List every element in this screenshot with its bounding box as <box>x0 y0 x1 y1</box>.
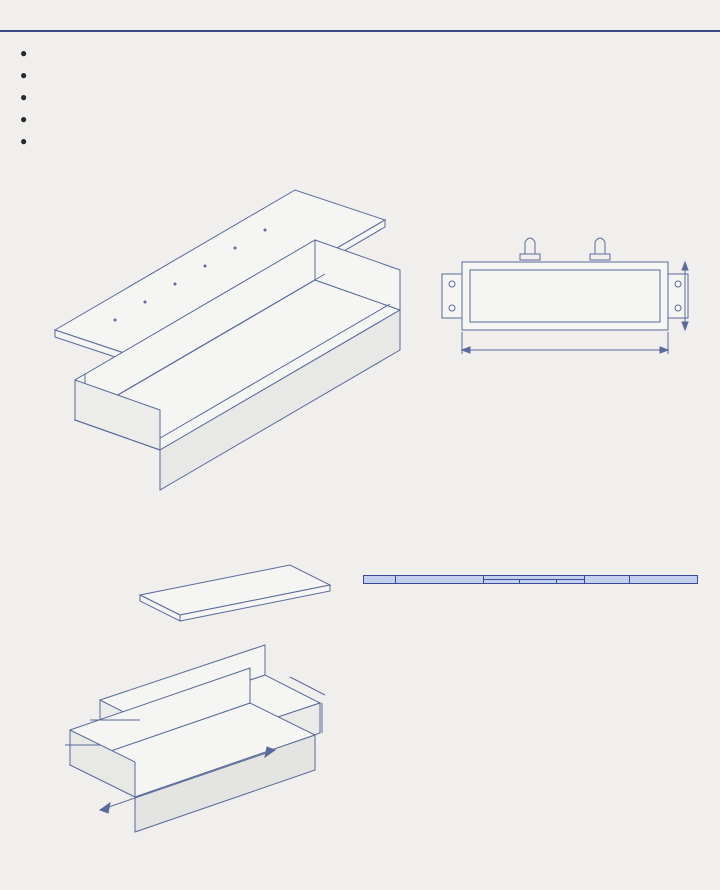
bottom-diagrams <box>0 555 720 875</box>
th-seq <box>364 576 396 584</box>
bullet-item: ● <box>20 42 702 64</box>
th-a <box>483 580 520 584</box>
th-area <box>584 576 629 584</box>
isometric-tray-diagram <box>30 172 410 492</box>
top-diagrams <box>0 162 720 512</box>
spec-table <box>363 575 698 584</box>
page-header <box>0 0 720 32</box>
th-b <box>520 580 557 584</box>
bullet-item: ● <box>20 86 702 108</box>
bullet-item: ● <box>20 108 702 130</box>
bullet-item: ● <box>20 64 702 86</box>
bullet-item: ● <box>20 130 702 152</box>
th-model <box>396 576 484 584</box>
cross-section-diagram <box>430 232 695 402</box>
spec-table-wrap <box>363 575 698 584</box>
feature-bullets: ● ● ● ● ● <box>0 32 720 152</box>
small-tray-diagram <box>30 555 340 855</box>
th-notes <box>630 576 698 584</box>
th-delta <box>557 580 585 584</box>
